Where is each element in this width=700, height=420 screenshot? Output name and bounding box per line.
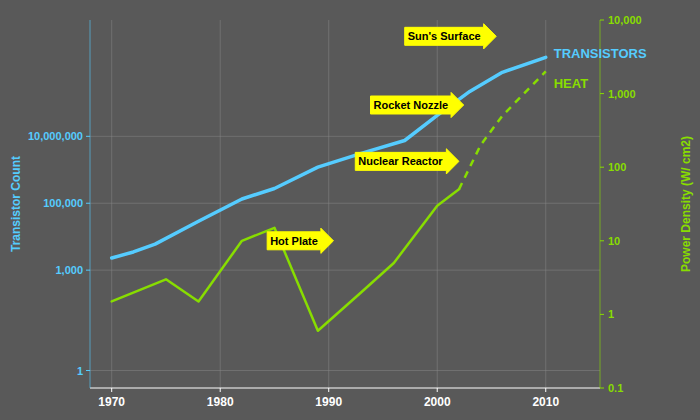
grid-line-x xyxy=(220,20,221,388)
y2-tick-label: 10 xyxy=(608,235,620,247)
annotation-box xyxy=(371,92,464,117)
ticks: 1970 1980 1990 2000 2010 1 1,000 100,000 10,000,… xyxy=(28,14,642,409)
annotation: Rocket Nozzle xyxy=(371,92,464,117)
series-line xyxy=(459,71,546,189)
grid-line-x xyxy=(545,20,546,388)
grid-line-y xyxy=(90,136,600,137)
y-tick xyxy=(86,203,90,204)
annotation: Sun's Surface xyxy=(405,24,497,49)
annotation-box xyxy=(355,149,459,174)
annotation-box xyxy=(405,24,497,49)
x-axis-line xyxy=(90,388,600,389)
y-tick-label: 1,000 xyxy=(55,264,83,276)
x-tick xyxy=(545,388,546,392)
x-tick xyxy=(328,388,329,392)
series-label: TRANSISTORS xyxy=(554,46,647,61)
page: {"chart_data": { "type": "line", "log": … xyxy=(0,0,700,420)
y2-tick-label: 1,000 xyxy=(608,88,636,100)
y2-tick xyxy=(600,240,604,241)
x-tick-label: 2000 xyxy=(424,395,451,409)
grid-line-y xyxy=(90,203,600,204)
y-axis-label: Transistor Count xyxy=(9,156,23,252)
series-group xyxy=(112,57,546,330)
grid-line-y xyxy=(90,370,600,371)
y2-tick xyxy=(600,314,604,315)
y-tick-label: 100,000 xyxy=(43,197,83,209)
y2-tick-label: 100 xyxy=(608,161,626,173)
y2-tick-label: 0.1 xyxy=(608,382,623,394)
x-tick-label: 2010 xyxy=(532,395,559,409)
y2-tick-label: 1 xyxy=(608,308,614,320)
y2-tick xyxy=(600,167,604,168)
y-tick-label: 1 xyxy=(77,365,83,377)
annotation-text: Sun's Surface xyxy=(408,30,481,42)
annotation-box xyxy=(267,228,333,253)
x-tick xyxy=(437,388,438,392)
chart: 1970 1980 1990 2000 2010 1 1,000 100,000 10,000,… xyxy=(0,0,700,420)
series-label: HEAT xyxy=(554,76,588,91)
y-tick xyxy=(86,270,90,271)
series-line xyxy=(112,189,459,330)
series-line xyxy=(112,57,546,258)
x-tick-label: 1980 xyxy=(207,395,234,409)
grid-line-x xyxy=(328,20,329,388)
y-tick xyxy=(86,370,90,371)
y2-axis-line xyxy=(600,20,601,388)
annotation: Nuclear Reactor xyxy=(355,149,459,174)
y-tick-label: 10,000,000 xyxy=(28,130,83,142)
background xyxy=(0,0,700,420)
x-tick-label: 1970 xyxy=(98,395,125,409)
y2-tick xyxy=(600,388,604,389)
x-tick-label: 1990 xyxy=(315,395,342,409)
x-tick xyxy=(220,388,221,392)
y2-axis-label: Power Density (W/ cm2) xyxy=(679,136,693,272)
annotation: Hot Plate xyxy=(267,228,333,253)
x-tick xyxy=(111,388,112,392)
y2-tick-label: 10,000 xyxy=(608,14,642,26)
y2-tick xyxy=(600,93,604,94)
series-labels: TRANSISTORS HEAT xyxy=(554,46,647,91)
annotation-text: Hot Plate xyxy=(270,235,318,247)
grid-line-x xyxy=(111,20,112,388)
annotation-text: Nuclear Reactor xyxy=(358,155,443,167)
grid-line-y xyxy=(90,270,600,271)
y-axis-line xyxy=(90,20,91,388)
y2-tick xyxy=(600,20,604,21)
grid xyxy=(90,20,600,388)
y-tick xyxy=(86,136,90,137)
annotation-text: Rocket Nozzle xyxy=(374,99,449,111)
annotations: Sun's Surface Rocket Nozzle Nuclear Reacto… xyxy=(267,24,496,254)
